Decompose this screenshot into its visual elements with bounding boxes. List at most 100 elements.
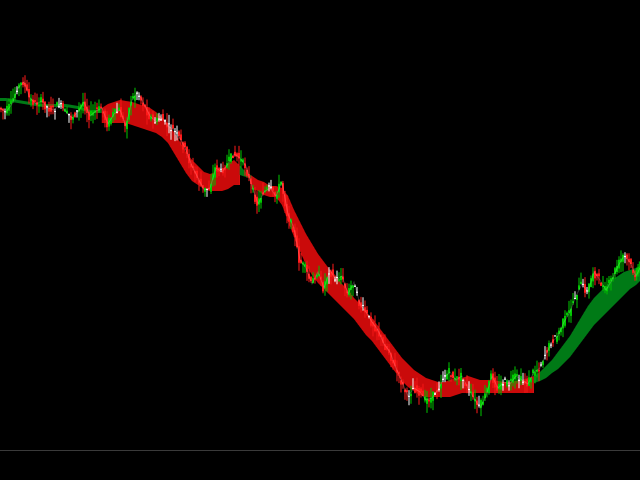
- candle-body: [290, 219, 292, 223]
- candle-body: [520, 376, 522, 382]
- candle-body: [280, 181, 282, 185]
- candle-body: [286, 203, 288, 217]
- candle-body: [76, 110, 78, 112]
- candle-body: [278, 183, 280, 193]
- candle-body: [248, 174, 250, 178]
- candle-body: [374, 324, 376, 332]
- candle-body: [296, 235, 298, 248]
- candle-body: [388, 349, 390, 354]
- candle-body: [288, 213, 290, 222]
- ma-band-segment: [600, 286, 606, 319]
- candle-body: [154, 122, 156, 124]
- candle-body: [584, 284, 586, 293]
- candle-body: [170, 130, 172, 132]
- candle-body: [94, 110, 96, 113]
- candle-body: [626, 254, 628, 259]
- candle-body: [178, 131, 180, 136]
- candle-body: [312, 278, 314, 284]
- ma-band-segment: [558, 344, 564, 369]
- candle-body: [436, 390, 438, 393]
- candle-body: [378, 331, 380, 337]
- candle-body: [68, 113, 70, 116]
- candle-body: [28, 89, 30, 98]
- candle-body: [424, 396, 426, 401]
- candle-body: [574, 297, 576, 299]
- candle-body: [224, 167, 226, 171]
- candle-body: [504, 378, 506, 380]
- candle-body: [238, 152, 240, 159]
- candle-body: [512, 374, 514, 383]
- candle-body: [164, 120, 166, 122]
- candle-body: [8, 103, 10, 111]
- candle-body: [322, 282, 324, 292]
- ma-band-segment: [588, 298, 594, 333]
- candle-body: [156, 117, 158, 122]
- candle-body: [450, 375, 452, 378]
- candle-body: [548, 343, 550, 351]
- candle-body: [400, 380, 402, 385]
- candle-body: [338, 279, 340, 281]
- candle-body: [526, 379, 528, 387]
- candle-body: [152, 114, 154, 119]
- candle-body: [84, 101, 86, 111]
- candle-body: [328, 273, 330, 275]
- candle-body: [108, 118, 110, 127]
- candle-body: [30, 98, 32, 102]
- candle-body: [42, 98, 44, 103]
- candle-body: [214, 167, 216, 178]
- candle-body: [566, 312, 568, 316]
- ma-band-segment: [582, 306, 588, 341]
- ma-band-segment: [474, 378, 480, 393]
- candle-body: [530, 377, 532, 383]
- candle-body: [172, 124, 174, 129]
- candle-body: [268, 185, 270, 187]
- candle-body: [632, 269, 634, 273]
- candle-body: [294, 230, 296, 237]
- candle-body: [444, 375, 446, 377]
- candle-body: [236, 153, 238, 157]
- candle-body: [440, 383, 442, 389]
- candle-body: [406, 390, 408, 393]
- candle-body: [118, 107, 120, 111]
- candle-body: [132, 96, 134, 99]
- price-line-layer: [0, 81, 640, 410]
- candle-body: [270, 186, 272, 188]
- candle-body: [128, 107, 130, 120]
- candle-body: [220, 168, 222, 170]
- candle-body: [552, 339, 554, 343]
- candle-body: [564, 315, 566, 326]
- candle-body: [524, 380, 526, 384]
- candle-body: [212, 173, 214, 180]
- candle-body: [80, 104, 82, 109]
- candle-body: [514, 373, 516, 380]
- candle-body: [176, 132, 178, 134]
- candle-body: [304, 264, 306, 267]
- candle-body: [430, 397, 432, 403]
- candle-body: [528, 377, 530, 386]
- ma-band-segment: [570, 326, 576, 357]
- candle-body: [502, 384, 504, 386]
- candle-body: [480, 400, 482, 408]
- candle-body: [104, 110, 106, 120]
- candle-body: [370, 316, 372, 326]
- candle-body: [50, 105, 52, 112]
- candle-body: [258, 198, 260, 205]
- ma-band-segment: [450, 378, 456, 397]
- candle-body: [144, 104, 146, 108]
- candle-body: [372, 321, 374, 327]
- candle-body: [500, 382, 502, 390]
- candle-body: [498, 383, 500, 390]
- candle-body: [320, 276, 322, 280]
- candle-body: [308, 273, 310, 279]
- candle-body: [490, 373, 492, 380]
- candle-body: [398, 372, 400, 374]
- candle-body: [356, 291, 358, 293]
- ma-band-segment: [348, 290, 354, 319]
- candle-body: [114, 108, 116, 113]
- candle-body: [546, 350, 548, 353]
- candle-body: [182, 142, 184, 150]
- candle-body: [608, 279, 610, 284]
- candle-body: [348, 288, 350, 295]
- candle-body: [186, 146, 188, 154]
- candle-body: [46, 106, 48, 108]
